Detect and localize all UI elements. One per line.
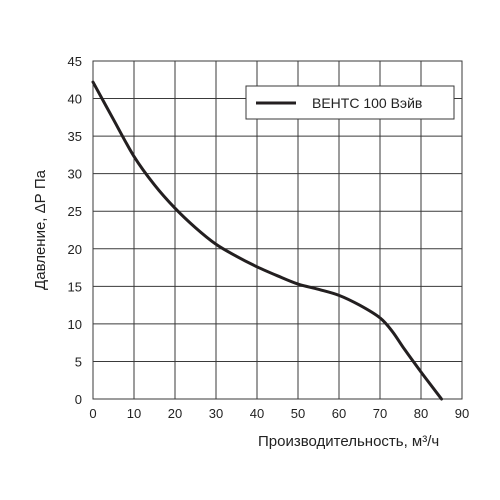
- y-tick-label: 10: [68, 317, 82, 332]
- y-tick-label: 45: [68, 54, 82, 69]
- legend-label: ВЕНТС 100 Вэйв: [312, 95, 422, 111]
- x-axis-title: Производительность, м³/ч: [258, 433, 439, 450]
- y-tick-label: 20: [68, 242, 82, 257]
- x-tick-labels: 0 10 20 30 40 50 60 70 80 90: [89, 406, 469, 421]
- series-line: [91, 80, 443, 401]
- legend: ВЕНТС 100 Вэйв: [245, 85, 455, 120]
- x-tick-label: 30: [209, 406, 223, 421]
- x-tick-label: 10: [127, 406, 141, 421]
- y-tick-label: 40: [68, 92, 82, 107]
- series-layer: [91, 80, 443, 401]
- y-tick-label: 25: [68, 204, 82, 219]
- x-tick-label: 0: [89, 406, 96, 421]
- x-tick-label: 70: [373, 406, 387, 421]
- x-tick-label: 20: [168, 406, 182, 421]
- x-tick-label: 50: [291, 406, 305, 421]
- y-axis-title: Давление, ΔР Па: [32, 169, 49, 290]
- plot-frame: [92, 60, 463, 400]
- y-tick-label: 5: [75, 354, 82, 369]
- x-tick-label: 60: [332, 406, 346, 421]
- y-tick-label: 15: [68, 279, 82, 294]
- y-tick-label: 35: [68, 129, 82, 144]
- y-tick-label: 30: [68, 167, 82, 182]
- x-tick-label: 80: [414, 406, 428, 421]
- y-tick-labels: 0 5 10 15 20 25 30 35 40 45: [68, 54, 82, 407]
- y-tick-label: 0: [75, 392, 82, 407]
- x-tick-label: 40: [250, 406, 264, 421]
- x-tick-label: 90: [455, 406, 469, 421]
